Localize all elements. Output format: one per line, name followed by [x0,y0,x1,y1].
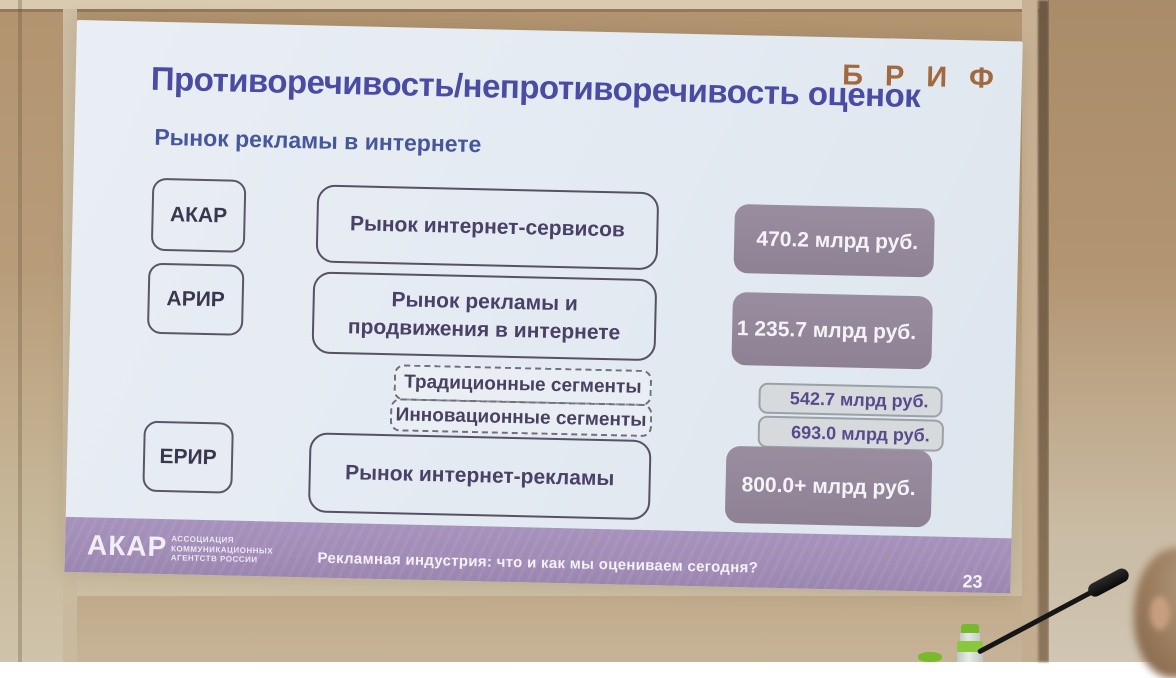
water-bottle [954,624,986,662]
projected-slide: БРИФ Противоречивость/непротиворечивость… [64,20,1023,594]
org-box-akar: АКАР [150,177,247,253]
segment-box-innovative: Инновационные сегменты [389,398,653,438]
bottle-label [957,641,983,652]
bottle-neck [960,633,980,641]
page-number: 23 [962,571,983,592]
screen-lower-area [77,596,1022,662]
market-box-ads-promotion: Рынок рекламы и продвижения в интернете [311,271,658,362]
wall-left-seam [18,0,22,662]
org-box-erir: ЕРИР [142,420,234,494]
bottle-body [957,652,983,662]
screen-edge-shadow [1038,0,1049,662]
slide-subtitle: Рынок рекламы в интернете [154,123,482,158]
wall-right-section [1049,0,1176,662]
ceiling-molding [0,0,1048,9]
segment-value-traditional: 542.7 млрд руб. [758,382,943,418]
audience-ear [1150,596,1170,630]
value-box-akar: 470.2 млрд руб. [733,203,935,278]
screen-frame-right [1022,0,1038,662]
value-box-arir: 1 235.7 млрд руб. [731,291,933,370]
bottle-cap [961,624,979,633]
second-bottle-cap [918,652,942,662]
org-box-arir: АРИР [146,262,245,336]
molding-shadow [0,9,1048,12]
value-box-erir: 800.0+ млрд руб. [724,445,933,528]
market-box-internet-ads: Рынок интернет-рекламы [307,432,652,521]
market-box-internet-services: Рынок интернет-сервисов [315,184,660,271]
